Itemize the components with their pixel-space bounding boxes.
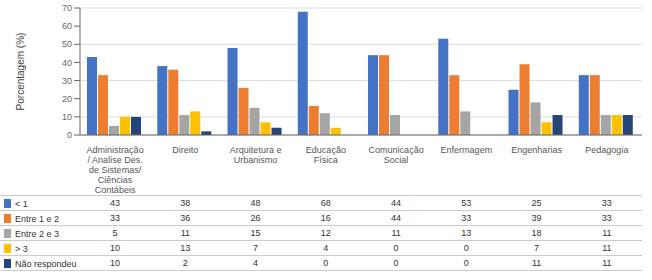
svg-text:40: 40 xyxy=(62,58,72,68)
html-text:7: 7 xyxy=(253,243,259,253)
html-text:15: 15 xyxy=(250,228,261,238)
html-text:0: 0 xyxy=(393,243,399,253)
svg-text:Pedagogia: Pedagogia xyxy=(585,145,628,155)
html-text:Entre 2 e 3: Entre 2 e 3 xyxy=(15,228,59,239)
html-text:38: 38 xyxy=(180,198,191,208)
html-text:0: 0 xyxy=(463,258,469,268)
html-text:0: 0 xyxy=(393,258,399,268)
html-text:13: 13 xyxy=(461,228,472,238)
html-text:13: 13 xyxy=(180,243,191,253)
html-text:33: 33 xyxy=(461,213,472,223)
html-text:53: 53 xyxy=(461,198,472,208)
svg-text:30: 30 xyxy=(62,76,72,86)
html-text:18: 18 xyxy=(531,228,542,238)
html-text:11: 11 xyxy=(180,228,190,238)
svg-text:20: 20 xyxy=(62,94,72,104)
html-text:5: 5 xyxy=(112,228,118,238)
svg-text:EducaçãoFísica: EducaçãoFísica xyxy=(306,145,346,165)
html-text:4: 4 xyxy=(253,258,259,268)
svg-text:60: 60 xyxy=(62,21,72,31)
html-text:44: 44 xyxy=(391,213,402,223)
html-text:36: 36 xyxy=(180,213,191,223)
html-text:68: 68 xyxy=(320,198,331,208)
svg-text:ComunicaçãoSocial: ComunicaçãoSocial xyxy=(369,145,424,165)
html-text:39: 39 xyxy=(531,213,542,223)
svg-text:Arquitetura eUrbanismo: Arquitetura eUrbanismo xyxy=(230,145,282,165)
html-text:48: 48 xyxy=(250,198,261,208)
html-text:12: 12 xyxy=(320,228,331,238)
html-text:11: 11 xyxy=(532,258,542,268)
html-text:> 3: > 3 xyxy=(15,243,28,254)
html-text:2: 2 xyxy=(182,258,188,268)
svg-text:Administração/ Analise Des.de: Administração/ Analise Des.de Sistemas/C… xyxy=(87,145,144,195)
svg-text:Porcentagem (%): Porcentagem (%) xyxy=(15,33,26,111)
html-text:10: 10 xyxy=(110,243,121,253)
html-text:4: 4 xyxy=(323,243,329,253)
html-text:Entre 1 e 2: Entre 1 e 2 xyxy=(15,213,59,224)
html-text:10: 10 xyxy=(110,258,121,268)
svg-text:70: 70 xyxy=(62,3,72,13)
html-text:11: 11 xyxy=(602,228,612,238)
html-text:43: 43 xyxy=(110,198,121,208)
html-text:11: 11 xyxy=(602,258,612,268)
svg-text:10: 10 xyxy=(62,112,72,122)
svg-text:Direito: Direito xyxy=(172,145,198,155)
html-text:0: 0 xyxy=(463,243,469,253)
svg-text:50: 50 xyxy=(62,39,72,49)
html-text:7: 7 xyxy=(534,243,540,253)
html-text:11: 11 xyxy=(391,228,401,238)
svg-text:0: 0 xyxy=(67,130,72,140)
html-text:11: 11 xyxy=(602,243,612,253)
html-text:33: 33 xyxy=(601,198,612,208)
html-text:26: 26 xyxy=(250,213,261,223)
html-text:< 1: < 1 xyxy=(15,198,28,209)
html-text:Não respondeu: Não respondeu xyxy=(15,258,77,269)
html-text:16: 16 xyxy=(320,213,331,223)
html-text:44: 44 xyxy=(391,198,402,208)
html-text:25: 25 xyxy=(531,198,542,208)
html-text:33: 33 xyxy=(601,213,612,223)
html-text:33: 33 xyxy=(110,213,121,223)
html-text:0: 0 xyxy=(323,258,329,268)
svg-text:Engenharias: Engenharias xyxy=(511,145,562,155)
svg-text:Enfermagem: Enfermagem xyxy=(441,145,493,155)
